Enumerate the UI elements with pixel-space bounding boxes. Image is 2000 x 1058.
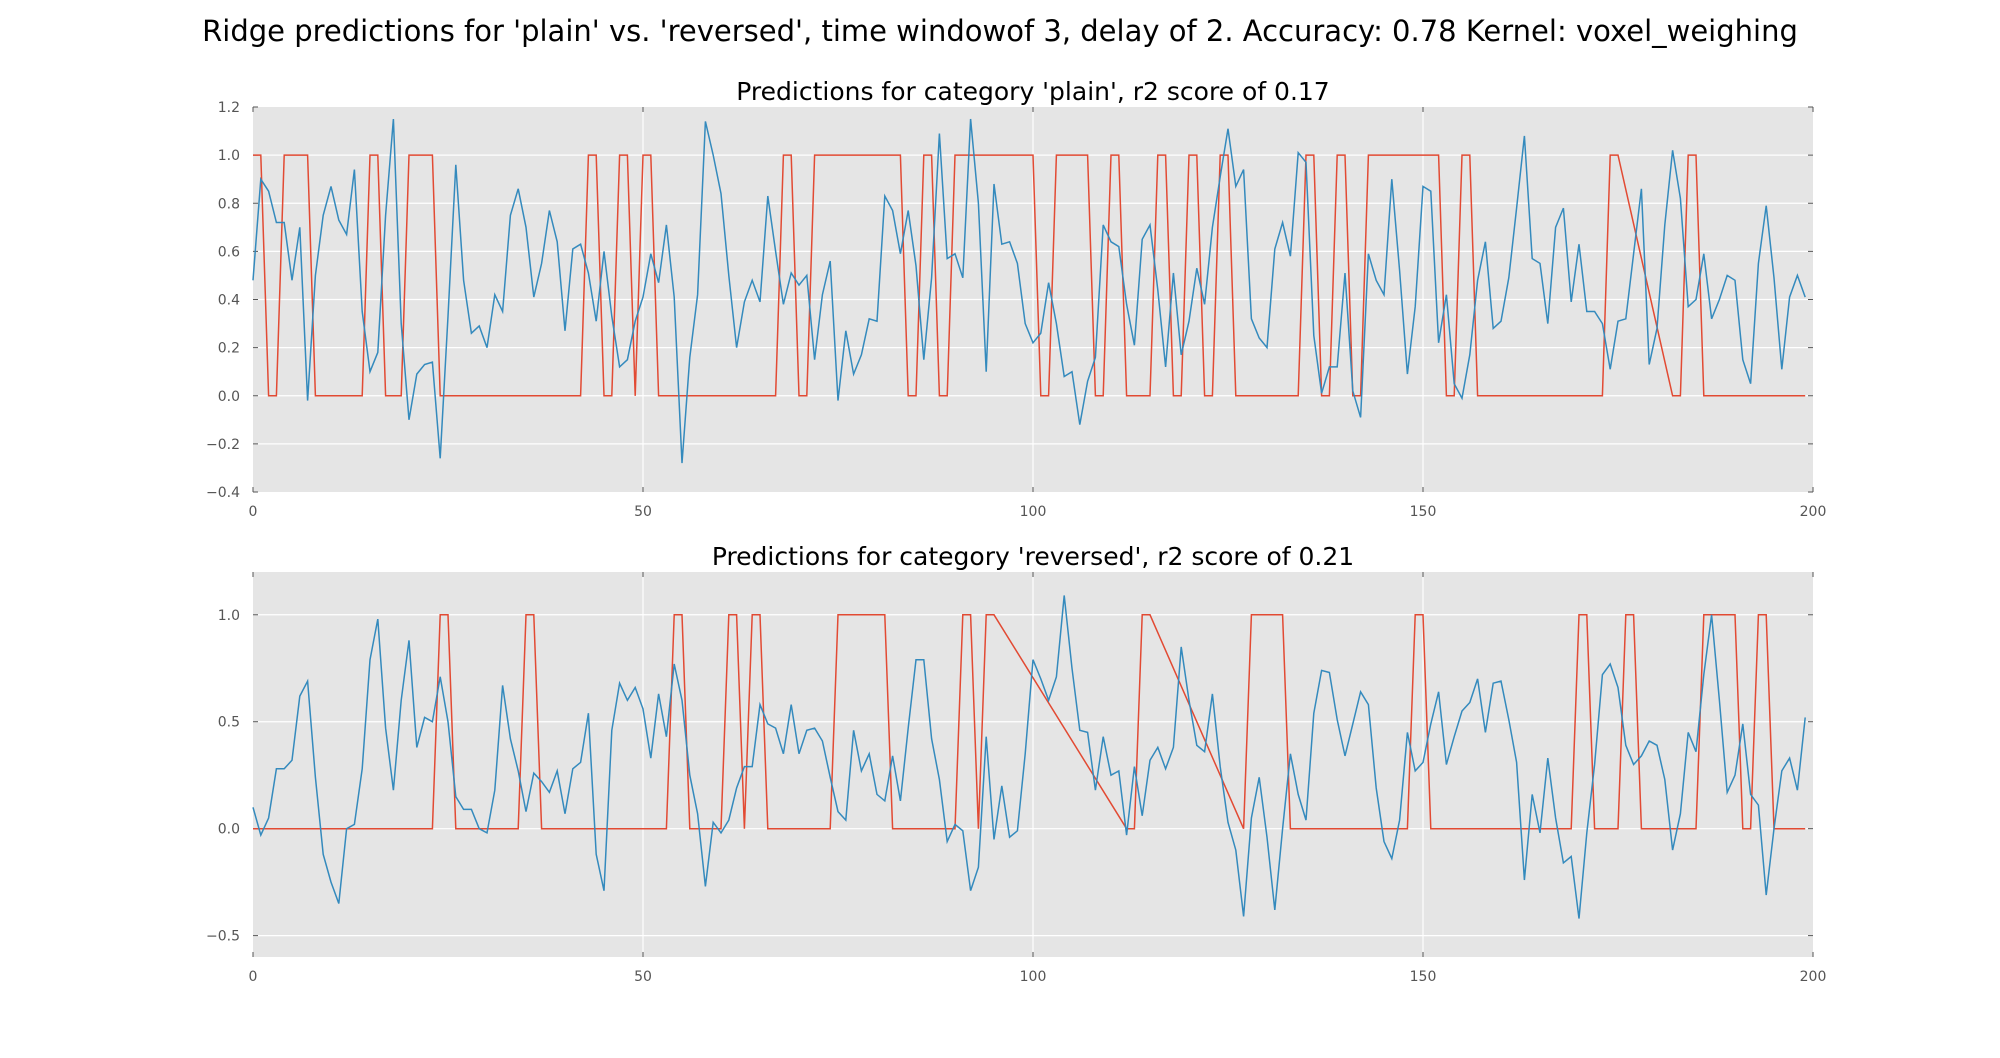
reversed-predicted-series-line	[252, 595, 1806, 919]
reversed-y-tick-label: −0.5	[206, 929, 240, 945]
plain-y-tick-label: 0.2	[218, 341, 240, 357]
plain-x-tick-label: 0	[249, 504, 258, 520]
reversed-x-tick-label: 200	[1800, 969, 1827, 985]
reversed-x-tick-label: 50	[634, 969, 652, 985]
plain-x-tick-label: 100	[1020, 504, 1047, 520]
plain-x-tick-label: 50	[634, 504, 652, 520]
plain-true-series-line	[253, 154, 1806, 397]
reversed-y-tick-label: 0.5	[218, 715, 240, 731]
reversed-x-tick-label: 150	[1410, 969, 1437, 985]
plain-y-tick-label: 0.6	[218, 244, 240, 260]
plain-y-tick-label: −0.4	[206, 485, 240, 501]
plain-x-tick-label: 200	[1800, 504, 1827, 520]
reversed-y-tick-label: 1.0	[218, 608, 240, 624]
reversed-subplot-title: Predictions for category 'reversed', r2 …	[712, 542, 1354, 571]
plain-subplot-title: Predictions for category 'plain', r2 sco…	[736, 77, 1329, 106]
plain-x-tick-label: 150	[1410, 504, 1437, 520]
plain-y-tick-label: 1.0	[218, 148, 240, 164]
plain-y-tick-label: 0.4	[218, 293, 240, 309]
plain-predictions-panel: 0 50 100 150 200 −0.4 −0.2 0.0 0.2 0.4 0.6 0.8 1.0 1.…	[206, 77, 1826, 520]
reversed-x-tick-label: 0	[249, 969, 258, 985]
figure-suptitle: Ridge predictions for 'plain' vs. 'rever…	[202, 14, 1798, 48]
plain-y-tick-label: −0.2	[206, 437, 240, 453]
reversed-predictions-panel: 0 50 100 150 200 −0.5 0.0 0.5 1.0 Predictions for…	[206, 542, 1826, 985]
reversed-y-tick-label: 0.0	[218, 822, 240, 838]
plain-predicted-series-line	[252, 118, 1806, 464]
plain-y-tick-label: 0.8	[218, 196, 240, 212]
plain-y-tick-label: 1.2	[218, 100, 240, 116]
reversed-x-tick-label: 100	[1020, 969, 1047, 985]
plain-y-tick-label: 0.0	[218, 389, 240, 405]
